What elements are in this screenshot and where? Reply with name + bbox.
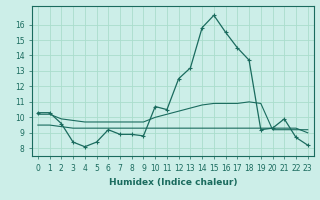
X-axis label: Humidex (Indice chaleur): Humidex (Indice chaleur) — [108, 178, 237, 187]
